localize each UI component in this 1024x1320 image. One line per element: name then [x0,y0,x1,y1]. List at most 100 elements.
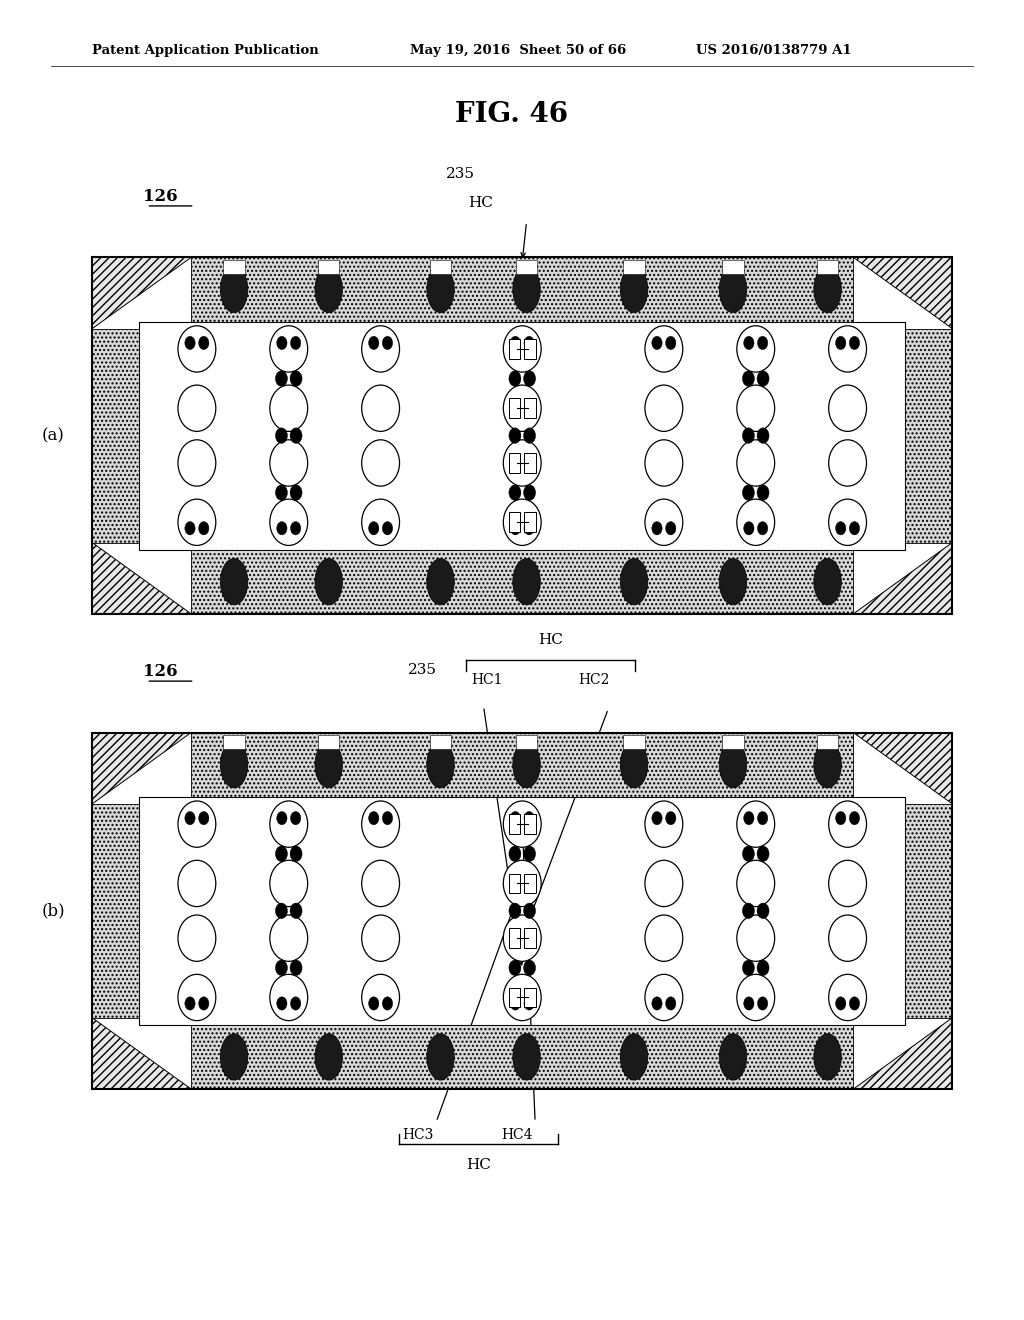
Ellipse shape [652,337,663,350]
Ellipse shape [270,801,307,847]
Ellipse shape [369,997,379,1010]
Ellipse shape [737,385,774,432]
Ellipse shape [524,521,535,535]
Bar [524,928,536,948]
Ellipse shape [290,960,302,975]
Text: HC4: HC4 [502,1127,534,1142]
Ellipse shape [758,337,768,350]
Ellipse shape [513,1034,541,1080]
Ellipse shape [276,521,287,535]
Ellipse shape [758,812,768,825]
Bar [722,735,743,750]
Bar [524,339,536,359]
Ellipse shape [742,428,755,444]
Ellipse shape [291,521,301,535]
Polygon shape [191,733,853,797]
Polygon shape [139,797,905,1024]
Ellipse shape [199,997,209,1010]
Ellipse shape [270,385,307,432]
Polygon shape [92,257,191,329]
Ellipse shape [645,326,683,372]
Ellipse shape [758,997,768,1010]
Bar [524,453,536,473]
Ellipse shape [742,371,755,387]
Ellipse shape [737,499,774,545]
Ellipse shape [524,337,535,350]
Bar [624,260,645,275]
Ellipse shape [757,484,769,500]
Bar [524,987,536,1007]
Ellipse shape [814,558,842,605]
Ellipse shape [504,440,541,486]
Ellipse shape [742,960,755,975]
Ellipse shape [199,337,209,350]
Text: 235: 235 [408,663,436,677]
Ellipse shape [828,861,866,907]
Ellipse shape [645,974,683,1020]
Ellipse shape [185,337,196,350]
Bar [524,874,536,894]
Ellipse shape [220,558,248,605]
Ellipse shape [849,997,859,1010]
Text: May 19, 2016  Sheet 50 of 66: May 19, 2016 Sheet 50 of 66 [410,44,626,57]
Ellipse shape [504,861,541,907]
Ellipse shape [509,903,521,919]
Ellipse shape [290,846,302,862]
Polygon shape [905,804,952,1018]
Ellipse shape [427,1034,455,1080]
Ellipse shape [828,385,866,432]
Ellipse shape [621,558,648,605]
Ellipse shape [814,742,842,788]
Text: HC2: HC2 [579,673,610,688]
Ellipse shape [513,558,541,605]
Ellipse shape [737,974,774,1020]
Ellipse shape [836,521,846,535]
Ellipse shape [361,440,399,486]
Ellipse shape [737,861,774,907]
Ellipse shape [719,742,746,788]
Ellipse shape [275,846,288,862]
Ellipse shape [291,812,301,825]
Ellipse shape [275,903,288,919]
Bar [524,512,536,532]
Ellipse shape [382,997,392,1010]
Ellipse shape [523,846,536,862]
Ellipse shape [382,521,392,535]
Ellipse shape [510,997,520,1010]
Ellipse shape [504,974,541,1020]
Ellipse shape [652,521,663,535]
Polygon shape [905,329,952,543]
Ellipse shape [836,812,846,825]
Ellipse shape [270,326,307,372]
Ellipse shape [178,440,216,486]
Polygon shape [853,733,952,804]
Ellipse shape [737,440,774,486]
Ellipse shape [270,440,307,486]
Ellipse shape [361,974,399,1020]
Text: HC: HC [538,632,563,647]
Ellipse shape [178,861,216,907]
Ellipse shape [836,337,846,350]
Text: HC3: HC3 [402,1127,434,1142]
Ellipse shape [743,812,754,825]
Ellipse shape [178,499,216,545]
Bar [817,735,839,750]
Ellipse shape [275,371,288,387]
Polygon shape [853,257,952,329]
Ellipse shape [427,267,455,313]
Ellipse shape [524,812,535,825]
Ellipse shape [275,484,288,500]
Bar [509,453,520,473]
Bar [317,735,340,750]
Bar [430,735,452,750]
Ellipse shape [185,812,196,825]
Ellipse shape [361,499,399,545]
Bar [817,260,839,275]
Ellipse shape [828,974,866,1020]
Ellipse shape [504,326,541,372]
Ellipse shape [737,915,774,961]
Text: (b): (b) [41,903,66,919]
Ellipse shape [666,812,676,825]
Ellipse shape [510,521,520,535]
Ellipse shape [504,385,541,432]
